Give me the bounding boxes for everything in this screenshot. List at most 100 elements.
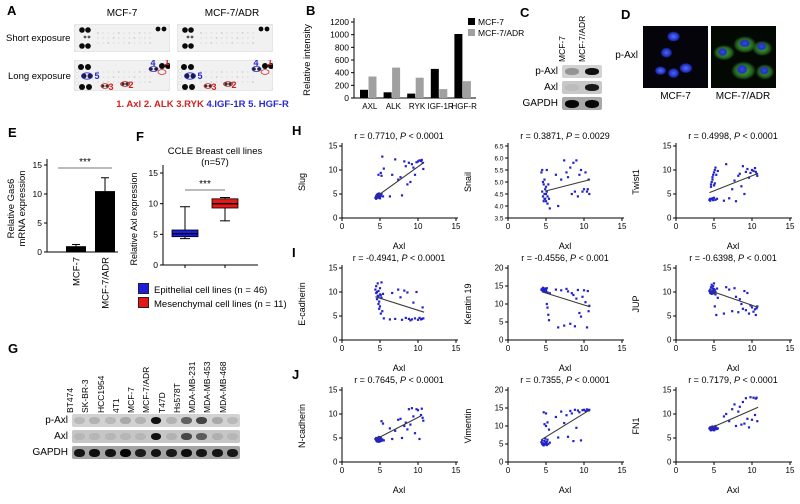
- blot-band: [226, 448, 238, 457]
- blot-band: [196, 417, 208, 424]
- antibody-label: p-Axl: [535, 66, 558, 77]
- svg-text:15: 15: [495, 281, 504, 290]
- svg-text:10: 10: [414, 222, 423, 231]
- lane-label: SK-BR-3: [80, 379, 91, 413]
- svg-text:Keratin 19: Keratin 19: [463, 283, 473, 324]
- panel-d-side-label: p-Axl: [615, 50, 638, 61]
- svg-text:FN1: FN1: [631, 417, 641, 434]
- dot-blot-membrane-short-mcf7adr: [177, 24, 273, 52]
- svg-text:2: 2: [128, 80, 133, 90]
- svg-text:5: 5: [712, 222, 717, 231]
- svg-text:Vimentin: Vimentin: [463, 409, 473, 444]
- panel-e-label: E: [8, 125, 17, 140]
- svg-text:5: 5: [94, 71, 99, 81]
- blot-band: [181, 448, 193, 457]
- svg-text:15: 15: [495, 403, 504, 412]
- blot-band: [564, 68, 580, 75]
- blot-band: [119, 417, 131, 424]
- panel-a-col-title-mcf7adr: MCF-7/ADR: [204, 8, 260, 19]
- svg-text:0: 0: [344, 93, 349, 103]
- svg-text:AXL: AXL: [362, 102, 378, 111]
- svg-text:15: 15: [452, 222, 461, 231]
- svg-text:15: 15: [786, 222, 795, 231]
- blot-band: [135, 433, 147, 440]
- svg-text:15: 15: [663, 141, 672, 150]
- svg-text:***: ***: [199, 179, 211, 190]
- svg-text:15: 15: [149, 168, 159, 178]
- svg-text:6.5: 6.5: [494, 143, 503, 150]
- lane-label: 4T1: [110, 398, 121, 413]
- svg-text:5: 5: [667, 189, 672, 198]
- blot-band: [584, 68, 600, 75]
- svg-text:5: 5: [712, 466, 717, 475]
- svg-text:0: 0: [506, 466, 511, 475]
- blot-band: [181, 417, 193, 424]
- svg-text:10: 10: [580, 466, 589, 475]
- svg-text:3: 3: [108, 82, 113, 91]
- panel-f-legend-mesenchymal: Mesenchymal cell lines (n = 11): [138, 297, 287, 310]
- svg-text:400: 400: [335, 68, 349, 78]
- svg-text:r = 0.3871, P = 0.0029: r = 0.3871, P = 0.0029: [520, 131, 610, 141]
- svg-text:ALK: ALK: [386, 102, 402, 111]
- scatter-twist1-vs-axl: r = 0.4998, P < 0.0001 0 5 10 15 0 5 10 15 Axl Twi…: [628, 128, 798, 252]
- svg-text:MCF-7/ADR: MCF-7/ADR: [478, 28, 524, 38]
- blot-band: [181, 433, 193, 440]
- svg-text:Slug: Slug: [297, 173, 307, 191]
- panel-a-col-title-mcf7: MCF-7: [106, 8, 138, 19]
- dot-blot-membrane-long-mcf7adr: 5 4 1 3 2: [177, 60, 273, 91]
- svg-text:IGF-1R: IGF-1R: [427, 102, 453, 111]
- svg-text:3.5: 3.5: [494, 215, 503, 222]
- svg-text:4.5: 4.5: [494, 191, 503, 198]
- svg-text:CCLE Breast cell lines: CCLE Breast cell lines: [168, 146, 263, 157]
- svg-text:0: 0: [499, 335, 504, 344]
- svg-text:15: 15: [452, 466, 461, 475]
- svg-text:0: 0: [506, 222, 511, 231]
- svg-text:5: 5: [378, 466, 383, 475]
- panel-g-label: G: [8, 341, 19, 356]
- blot-band: [74, 433, 86, 440]
- blot-band: [119, 448, 131, 457]
- svg-text:10: 10: [580, 222, 589, 231]
- svg-text:5: 5: [378, 222, 383, 231]
- panel-a-row-long-exposure: Long exposure: [8, 71, 71, 82]
- fluorescence-image-mcf7: [643, 26, 708, 88]
- svg-text:10: 10: [414, 466, 423, 475]
- svg-text:2: 2: [231, 80, 236, 90]
- svg-text:r = 0.7645, P < 0.0001: r = 0.7645, P < 0.0001: [354, 375, 444, 385]
- panel-a-legend-red: 1. Axl 2. ALK 3.RYK: [116, 99, 204, 110]
- svg-text:0: 0: [506, 344, 511, 353]
- svg-text:0: 0: [153, 260, 158, 270]
- svg-text:10: 10: [149, 199, 159, 209]
- svg-text:10: 10: [748, 466, 757, 475]
- blot-band: [584, 84, 600, 91]
- blot-band: [584, 99, 600, 108]
- svg-text:0: 0: [340, 466, 345, 475]
- svg-text:5.5: 5.5: [494, 167, 503, 174]
- blot-band: [165, 417, 177, 424]
- svg-text:0: 0: [37, 247, 42, 257]
- svg-text:0: 0: [333, 457, 338, 466]
- panel-b-label: B: [306, 3, 316, 18]
- svg-text:10: 10: [663, 287, 672, 296]
- svg-text:r = 0.7355, P < 0.0001: r = 0.7355, P < 0.0001: [520, 375, 610, 385]
- western-blot-strip: [562, 65, 602, 78]
- svg-text:5: 5: [333, 189, 338, 198]
- svg-text:Axl: Axl: [727, 363, 740, 373]
- western-blot-strip: [562, 81, 602, 94]
- svg-text:Snail: Snail: [463, 172, 473, 192]
- svg-text:600: 600: [335, 55, 349, 65]
- svg-text:0: 0: [667, 335, 672, 344]
- svg-text:r = 0.7710, P < 0.0001: r = 0.7710, P < 0.0001: [354, 131, 444, 141]
- svg-text:Axl: Axl: [727, 485, 740, 495]
- svg-text:15: 15: [618, 344, 627, 353]
- svg-text:MCF-7/ADR: MCF-7/ADR: [101, 257, 112, 309]
- svg-text:10: 10: [748, 344, 757, 353]
- svg-text:JUP: JUP: [631, 295, 641, 312]
- lane-label: BT474: [65, 387, 75, 413]
- svg-text:E-cadherin: E-cadherin: [297, 282, 307, 326]
- blot-band: [165, 448, 177, 457]
- svg-text:15: 15: [786, 344, 795, 353]
- svg-text:RYK: RYK: [409, 102, 426, 111]
- lane-label: MCF-7/ADR: [141, 366, 152, 413]
